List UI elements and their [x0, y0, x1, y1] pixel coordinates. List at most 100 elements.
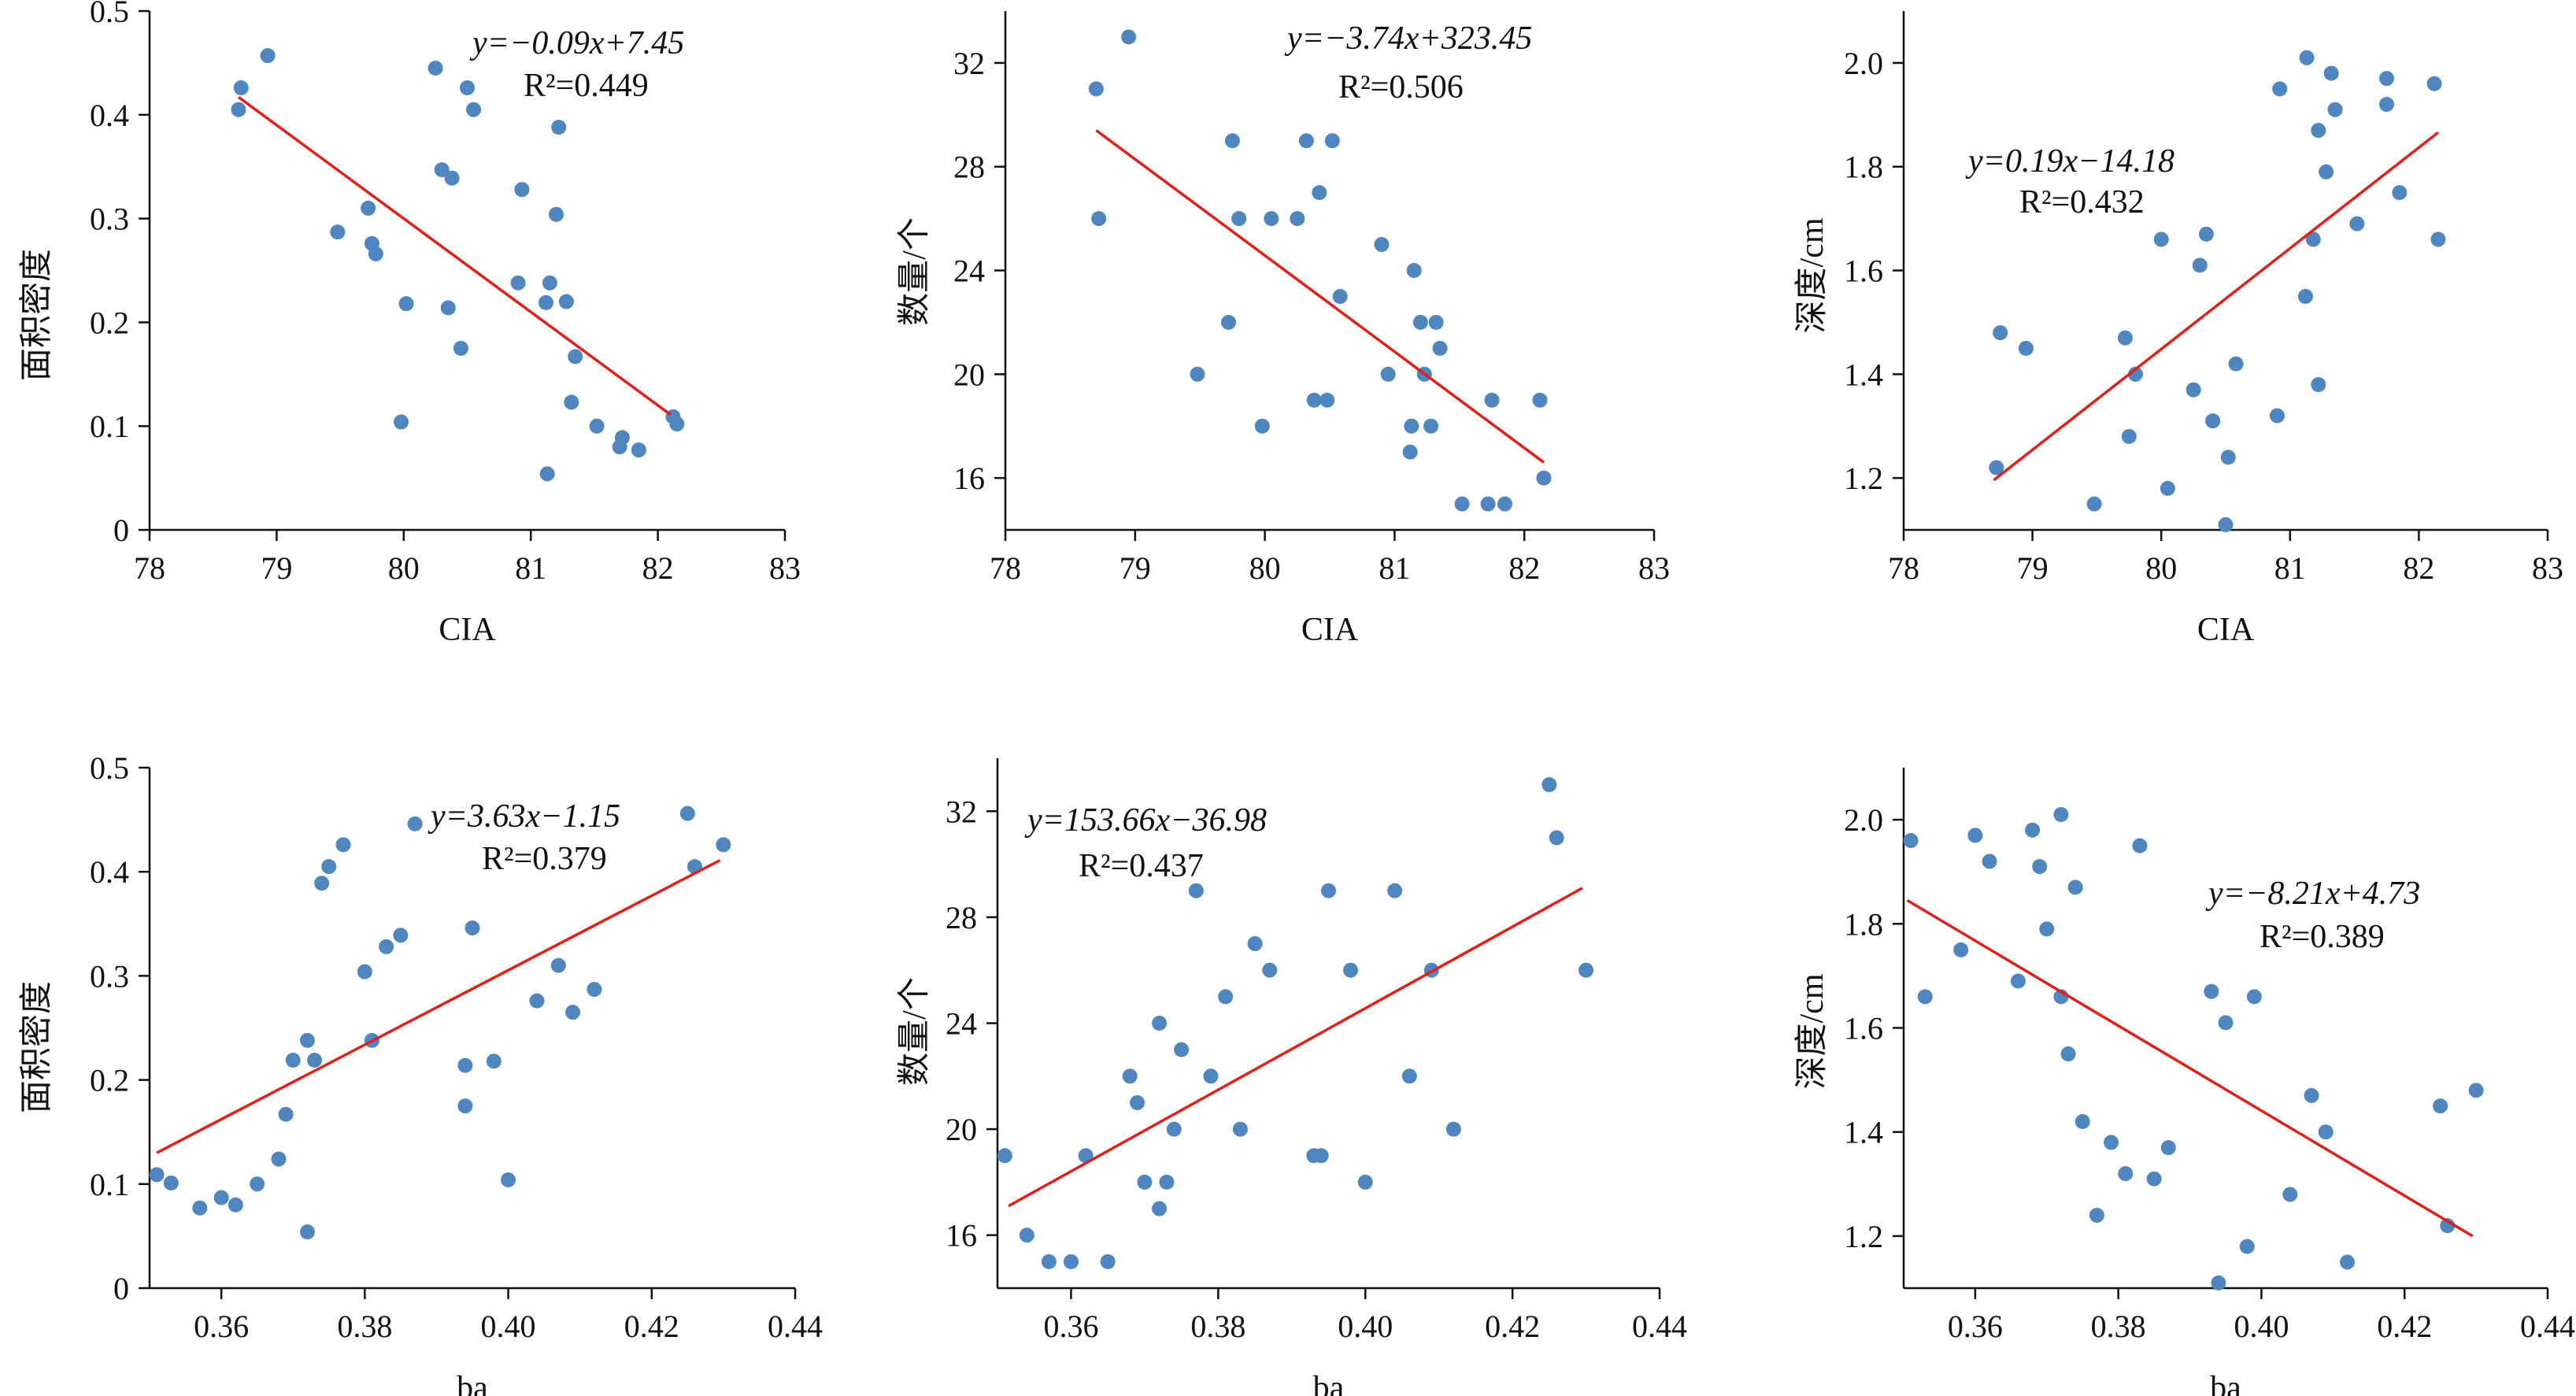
data-point — [368, 246, 383, 261]
y-tick-label: 20 — [953, 357, 985, 392]
data-point — [1967, 828, 1983, 843]
scatter-panel-ba-area-density: 0.36 0.38 0.40 0.42 0.44 0 0.1 0.2 0.3 0.4 0.5 ba 面积… — [18, 750, 823, 1396]
y-tick-label: 1.2 — [1844, 461, 1883, 496]
data-point — [1445, 1121, 1461, 1137]
y-tick-label: 28 — [946, 900, 977, 935]
data-point — [679, 805, 695, 821]
data-point — [440, 300, 456, 316]
data-point — [2192, 257, 2208, 273]
regression-line — [156, 859, 721, 1154]
x-tick-label: 79 — [2017, 550, 2049, 586]
data-point — [1917, 989, 1933, 1005]
data-point — [1130, 1094, 1146, 1110]
y-tick-label: 32 — [953, 46, 985, 81]
x-tick-label: 80 — [388, 550, 420, 586]
data-point — [1497, 496, 1512, 512]
data-point — [2349, 216, 2365, 231]
data-point — [2010, 973, 2026, 989]
r-squared-label: R²=0.437 — [1079, 848, 1204, 884]
x-tick-label: 0.40 — [481, 1309, 536, 1344]
data-point — [1224, 133, 1240, 149]
data-point — [299, 1224, 315, 1240]
r-squared-label: R²=0.506 — [1338, 69, 1464, 106]
data-point — [2198, 226, 2214, 242]
y-tick-label: 1.2 — [1844, 1219, 1883, 1254]
data-point — [2319, 164, 2334, 180]
data-point — [2220, 450, 2236, 465]
data-point — [2160, 1140, 2176, 1156]
data-point — [529, 993, 545, 1009]
x-tick-label: 0.38 — [337, 1309, 392, 1344]
data-point — [1306, 392, 1322, 408]
data-point — [1137, 1174, 1153, 1190]
data-point — [589, 418, 605, 434]
data-point — [271, 1151, 287, 1167]
data-point — [1406, 263, 1422, 278]
x-tick-label: 0.40 — [1338, 1309, 1393, 1344]
scatter-panel-cia-area-density: 78 79 80 81 82 83 0 0.1 0.2 0.3 0.4 0.5 CIA 面积密度 y=−0.… — [18, 0, 801, 648]
data-point — [1412, 314, 1428, 330]
data-point — [1454, 496, 1470, 512]
data-point — [163, 1175, 179, 1190]
y-tick-label: 0 — [113, 513, 129, 548]
data-point — [2327, 102, 2343, 117]
data-point — [631, 442, 646, 458]
y-tick-label: 1.4 — [1844, 357, 1883, 392]
data-point — [486, 1053, 502, 1069]
data-point — [1404, 418, 1419, 434]
data-point — [997, 1148, 1012, 1164]
regression-line — [1906, 899, 2474, 1238]
data-point — [2104, 1135, 2119, 1150]
y-tick-label: 1.6 — [1844, 254, 1883, 289]
data-point — [407, 816, 423, 831]
data-point — [1312, 185, 1327, 201]
data-point — [1063, 1253, 1079, 1269]
scatter-panel-ba-count: 0.36 0.38 0.40 0.42 0.44 16 20 24 28 32 ba 数量/个 y=15… — [897, 758, 1687, 1396]
data-point — [2121, 428, 2137, 444]
data-point — [550, 957, 566, 973]
data-point — [1374, 237, 1390, 253]
data-point — [510, 275, 526, 291]
scatter-panel-ba-depth: 0.36 0.38 0.40 0.42 0.44 1.2 1.4 1.6 1.8 2.0 ba 深度/… — [1794, 768, 2575, 1396]
data-point — [233, 80, 249, 96]
x-tick-label: 0.44 — [2520, 1309, 2575, 1344]
regression-line — [1008, 887, 1583, 1208]
data-point — [444, 170, 460, 186]
regression-line — [1993, 131, 2440, 482]
regression-line — [237, 95, 672, 417]
data-point — [716, 837, 731, 853]
data-point — [2204, 983, 2219, 999]
data-point — [1428, 314, 1444, 330]
x-tick-label: 0.44 — [768, 1309, 823, 1344]
data-point — [2089, 1207, 2104, 1223]
data-point — [1982, 854, 1997, 869]
y-tick-label: 0.1 — [90, 409, 129, 444]
y-axis-title: 深度/cm — [1794, 973, 1830, 1089]
x-tick-label: 0.36 — [1948, 1309, 2003, 1344]
data-point — [2304, 1087, 2319, 1103]
data-point — [460, 80, 475, 96]
data-point — [2246, 989, 2262, 1005]
data-point — [2323, 65, 2339, 81]
scatter-panel-cia-depth: 78 79 80 81 82 83 1.2 1.4 1.6 1.8 2.0 CIA 深度/cm y=0.1… — [1794, 11, 2563, 648]
data-point — [464, 920, 480, 936]
data-point — [1402, 444, 1418, 460]
data-point — [565, 1005, 581, 1020]
data-point — [2379, 97, 2394, 113]
regression-equation: y=−3.74x+323.45 — [1284, 20, 1532, 57]
data-point — [149, 1167, 165, 1183]
data-point — [1254, 418, 1270, 434]
data-point — [1332, 288, 1348, 304]
data-point — [394, 414, 409, 430]
x-tick-label: 0.42 — [624, 1309, 679, 1344]
regression-equation: y=3.63x−1.15 — [427, 798, 620, 835]
data-point — [231, 102, 246, 117]
y-axis-title: 深度/cm — [1794, 217, 1830, 333]
data-point — [466, 102, 482, 117]
y-tick-label: 2.0 — [1844, 46, 1883, 81]
data-point — [2053, 806, 2069, 822]
x-tick-label: 0.36 — [194, 1309, 249, 1344]
regression-line — [1095, 129, 1545, 464]
data-point — [1343, 962, 1359, 978]
